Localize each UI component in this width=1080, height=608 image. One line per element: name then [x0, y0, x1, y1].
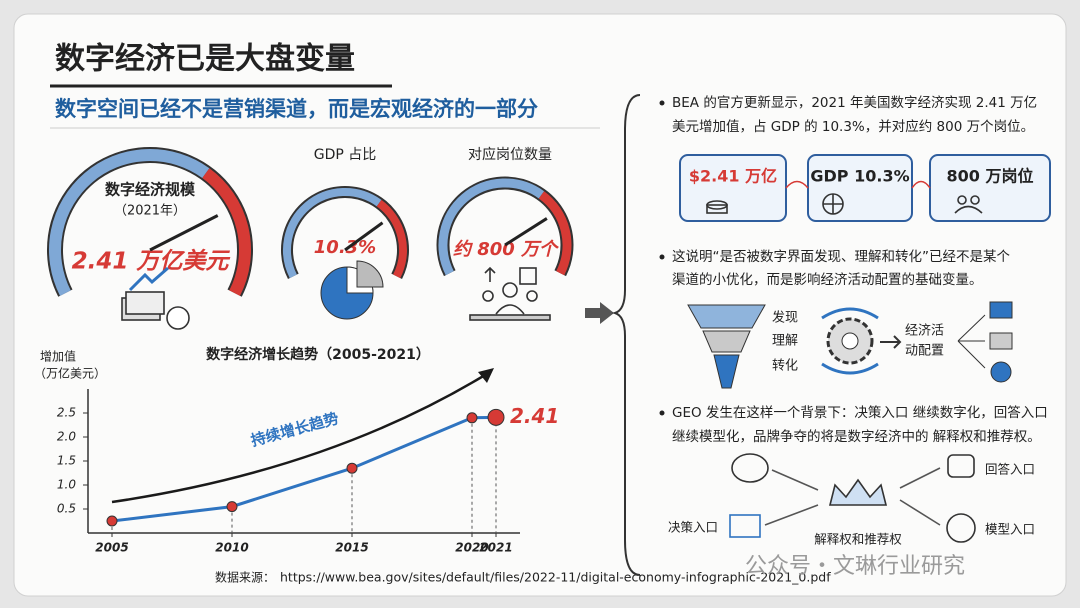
- gauge-arc: [202, 168, 251, 296]
- y-axis-label: （万亿美元）: [34, 366, 106, 381]
- bullet-text: 渠道的小优化，而是影响经济活动配置的基础变量。: [672, 271, 983, 288]
- cards: [679, 154, 1051, 222]
- y-tick-label: 0.5: [57, 502, 76, 516]
- data-label: 2.41: [510, 404, 559, 428]
- brace: [611, 94, 641, 576]
- gauge-arc: [376, 199, 407, 279]
- point: [487, 408, 505, 426]
- entry-diagram: [729, 453, 976, 543]
- gauge-arc: [283, 188, 382, 279]
- x-tick-label: 2015: [335, 541, 368, 555]
- funnel: [687, 301, 1013, 389]
- funnel-label: 转化: [772, 359, 798, 374]
- outcome-label: 经济活: [905, 324, 944, 339]
- entry-label: 决策入口: [668, 520, 718, 535]
- gauge-arc: [49, 149, 210, 296]
- card-text: $2.41 万亿: [689, 167, 777, 186]
- gauge-title: GDP 占比: [314, 147, 377, 163]
- pie-icon: [320, 260, 384, 320]
- y-axis-label: 增加值: [40, 349, 76, 364]
- funnel-label: 理解: [772, 334, 798, 349]
- bullet-text: BEA 的官方更新显示，2021 年美国数字经济实现 2.41 万亿: [672, 95, 1037, 111]
- source-url: https://www.bea.gov/sites/default/files/…: [280, 570, 831, 585]
- y-tick-label: 1.0: [57, 478, 76, 492]
- x-tick-label: 2021: [479, 541, 512, 555]
- chart-title: 数字经济增长趋势（2005-2021）: [206, 346, 430, 363]
- bullet-text: GEO 发生在这样一个背景下：决策入口 继续数字化，回答入口: [672, 404, 1048, 421]
- gauge-value: 约 800 万个: [453, 239, 560, 260]
- gauge-needle: [149, 214, 219, 252]
- entry-label: 模型入口: [985, 522, 1035, 537]
- bullet-dot: [659, 410, 665, 416]
- x-tick-label: 2010: [215, 541, 248, 555]
- connector-arrow: [585, 302, 614, 324]
- y-tick-label: 2.5: [57, 406, 76, 420]
- gauge-value: 10.3%: [314, 237, 376, 258]
- x-tick-label: 2020: [455, 541, 488, 555]
- people-icon: [469, 266, 551, 321]
- subtitle: 数字空间已经不是营销渠道，而是宏观经济的一部分: [55, 97, 538, 121]
- gauge-subtitle: （2021年）: [114, 204, 186, 219]
- gauge-needle: [344, 221, 384, 252]
- watermark: 公众号・文琳行业研究: [745, 554, 965, 579]
- bullet-text: 美元增加值，占 GDP 的 10.3%，并对应约 800 万个岗位。: [672, 118, 1034, 135]
- y-tick-label: 2.0: [57, 430, 76, 444]
- card-text: GDP 10.3%: [810, 167, 909, 186]
- title: 数字经济已是大盘变量: [55, 42, 355, 77]
- gauge-arc: [538, 191, 572, 276]
- point: [346, 462, 358, 474]
- point: [106, 515, 118, 527]
- y-tick-label: 1.5: [57, 454, 76, 468]
- funnel-label: 发现: [772, 310, 798, 326]
- trend-arrowhead: [478, 368, 494, 383]
- gauge-value: 2.41 万亿美元: [72, 249, 231, 275]
- bullet-dot: [659, 100, 665, 106]
- money-icon: [121, 266, 190, 330]
- outcome-label: 动配置: [905, 344, 944, 359]
- trend-arrow: [111, 370, 491, 504]
- panel: [13, 13, 1067, 597]
- x-tick-label: 2005: [95, 541, 128, 555]
- gauge-title: 数字经济规模: [105, 181, 196, 199]
- gauge-needle: [504, 217, 548, 247]
- source-label: 数据来源：: [215, 570, 275, 585]
- bullet-dot: [659, 254, 665, 260]
- gauge-arc: [438, 178, 545, 276]
- point: [466, 412, 478, 424]
- bullet-text: 继续模型化，品牌争夺的将是数字经济中的 解释权和推荐权。: [672, 428, 1041, 445]
- gauge-title: 对应岗位数量: [468, 146, 552, 163]
- card-text: 800 万岗位: [947, 167, 1034, 186]
- point: [226, 501, 238, 513]
- entry-label: 回答入口: [985, 462, 1035, 477]
- bullet-text: 这说明“是否被数字界面发现、理解和转化”已经不是某个: [672, 248, 1010, 265]
- entry-label: 解释权和推荐权: [814, 532, 902, 547]
